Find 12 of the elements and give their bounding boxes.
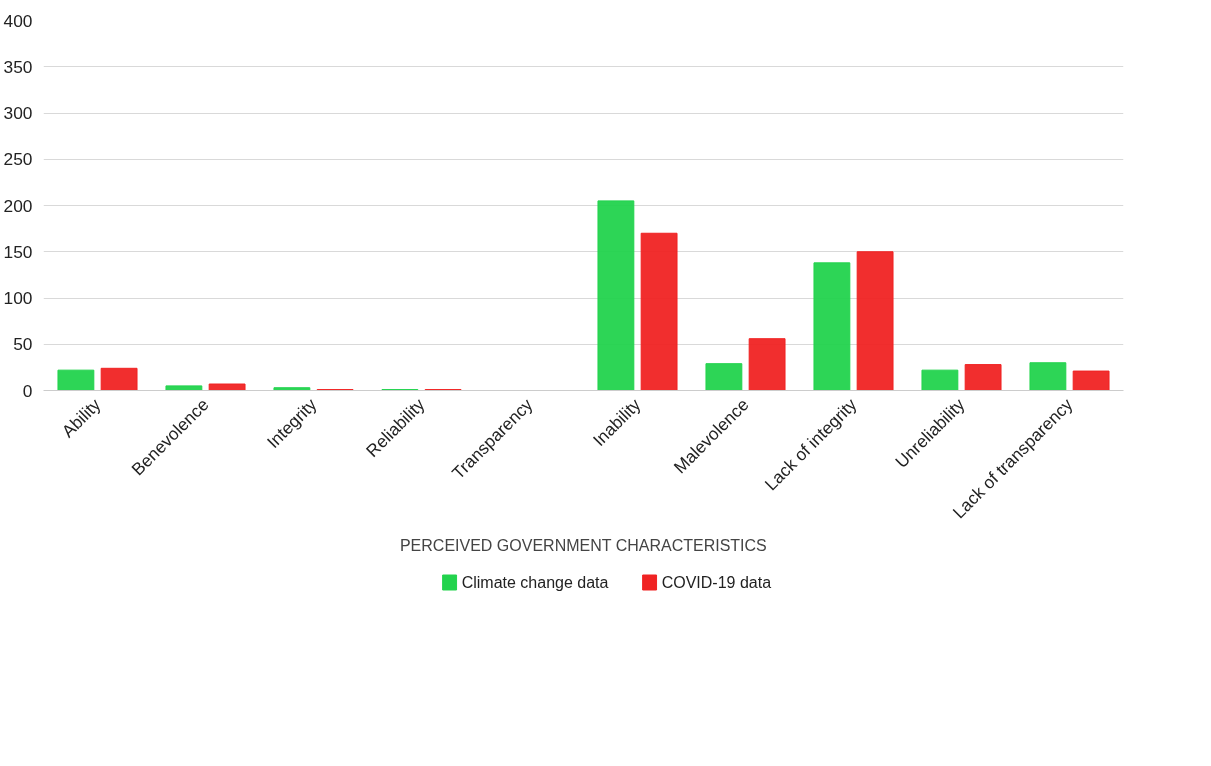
y-tick-label: 100 [3, 288, 33, 308]
legend-label: COVID-19 data [661, 574, 772, 591]
y-tick-label: 200 [3, 195, 33, 216]
legend-label: Climate change data [461, 574, 609, 591]
y-tick-label: 0 [22, 380, 33, 401]
x-axis-title: PERCEIVED GOVERNMENT CHARACTERISTICS [399, 537, 767, 555]
y-tick-label: 50 [13, 334, 33, 355]
y-tick-label: 250 [3, 149, 33, 170]
y-tick-label: 150 [3, 241, 33, 262]
y-tick-label: 350 [3, 56, 33, 77]
y-tick-label: 400 [3, 10, 33, 31]
y-tick-label: 300 [3, 103, 33, 123]
